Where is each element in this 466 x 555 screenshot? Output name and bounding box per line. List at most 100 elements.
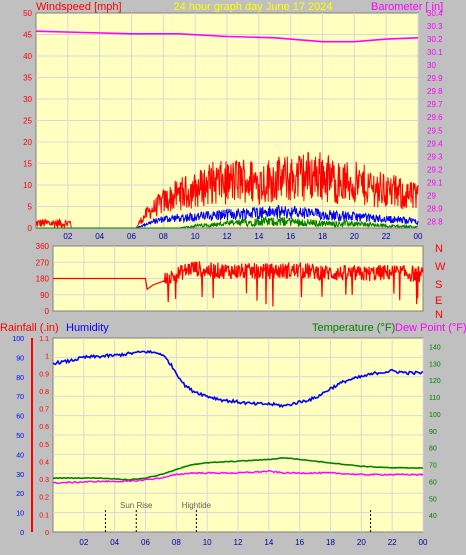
wind-x-tick: 02 bbox=[63, 232, 72, 241]
wind-y-tick: 20 bbox=[23, 138, 32, 147]
humidity-y-tick: 30 bbox=[16, 472, 24, 479]
humidity-y-tick: 50 bbox=[16, 433, 24, 440]
climate-x-tick: 04 bbox=[110, 538, 119, 547]
wind-x-tick: 12 bbox=[223, 232, 232, 241]
direction-y-tick: 360 bbox=[36, 242, 50, 251]
wind-x-tick: 18 bbox=[318, 232, 327, 241]
climate-x-tick: 02 bbox=[79, 538, 88, 547]
rain-y-tick: 0 bbox=[45, 530, 49, 537]
climate-x-tick: 20 bbox=[357, 538, 366, 547]
baro-y-tick: 30.4 bbox=[427, 9, 443, 18]
climate-x-tick: 16 bbox=[295, 538, 304, 547]
wind-x-tick: 06 bbox=[127, 232, 136, 241]
temp-y-tick: 90 bbox=[429, 429, 437, 436]
wind-dir-label-w: W bbox=[435, 261, 446, 273]
direction-y-tick: 90 bbox=[40, 291, 49, 300]
humidity-y-tick: 70 bbox=[16, 394, 24, 401]
temp-y-tick: 80 bbox=[429, 446, 437, 453]
wind-x-tick: 08 bbox=[159, 232, 168, 241]
humidity-y-tick: 80 bbox=[16, 375, 24, 382]
humidity-series bbox=[52, 349, 424, 409]
baro-y-tick: 30 bbox=[427, 61, 436, 70]
climate-x-tick: 10 bbox=[203, 538, 212, 547]
rain-y-tick: 0.3 bbox=[39, 477, 49, 484]
sunrise-label: Sun Rise bbox=[120, 501, 153, 510]
rain-y-tick: 0.9 bbox=[39, 371, 49, 378]
climate-x-tick: 14 bbox=[264, 538, 273, 547]
wind-dir-label-e: E bbox=[435, 295, 442, 307]
humidity-y-tick: 0 bbox=[20, 530, 24, 537]
temp-y-tick: 140 bbox=[429, 344, 441, 351]
humidity-y-tick: 90 bbox=[16, 355, 24, 362]
temperature-series bbox=[53, 456, 424, 481]
baro-y-tick: 29.8 bbox=[427, 87, 443, 96]
humidity-y-tick: 20 bbox=[16, 491, 24, 498]
wind-y-tick: 10 bbox=[23, 181, 32, 190]
rainfall-title: Rainfall (.in) bbox=[0, 322, 59, 334]
wind-y-tick: 35 bbox=[23, 74, 32, 83]
wind-x-tick: 16 bbox=[286, 232, 295, 241]
wind-y-tick: 0 bbox=[28, 224, 33, 233]
rain-y-tick: 1 bbox=[45, 354, 49, 361]
baro-y-tick: 29.4 bbox=[427, 139, 443, 148]
humidity-y-tick: 60 bbox=[16, 414, 24, 421]
temp-y-tick: 50 bbox=[429, 496, 437, 503]
baro-y-tick: 29.7 bbox=[427, 100, 443, 109]
humidity-y-tick: 40 bbox=[16, 452, 24, 459]
baro-y-tick: 29.5 bbox=[427, 126, 443, 135]
barometer-title: Barometer [ in] bbox=[371, 1, 443, 13]
baro-y-tick: 29.9 bbox=[427, 74, 443, 83]
baro-y-tick: 29.3 bbox=[427, 152, 443, 161]
wind-dir-label-n-bottom: N bbox=[435, 309, 443, 321]
rain-y-tick: 0.6 bbox=[39, 424, 49, 431]
wind-x-tick: 20 bbox=[350, 232, 359, 241]
hightide-label: Hightide bbox=[182, 501, 212, 510]
climate-x-tick: 00 bbox=[419, 538, 428, 547]
baro-y-tick: 29.1 bbox=[427, 178, 443, 187]
temp-y-tick: 40 bbox=[429, 513, 437, 520]
wind-y-tick: 40 bbox=[23, 52, 32, 61]
baro-y-tick: 28.9 bbox=[427, 204, 443, 213]
baro-y-tick: 29.6 bbox=[427, 113, 443, 122]
windspeed-title: Windspeed [mph] bbox=[36, 1, 122, 13]
wind-direction-plot: 0 90 180 270 360 bbox=[36, 242, 424, 316]
rain-y-tick: 0.7 bbox=[39, 407, 49, 414]
humidity-y-tick: 10 bbox=[16, 511, 24, 518]
wind-lull-series bbox=[36, 215, 419, 229]
wind-y-tick: 5 bbox=[28, 203, 33, 212]
climate-x-tick: 06 bbox=[141, 538, 150, 547]
wind-x-tick: 04 bbox=[95, 232, 104, 241]
temp-y-tick: 120 bbox=[429, 378, 441, 385]
temp-y-tick: 130 bbox=[429, 361, 441, 368]
wind-x-tick: 14 bbox=[254, 232, 263, 241]
climate-x-tick: 18 bbox=[326, 538, 335, 547]
direction-y-tick: 0 bbox=[45, 307, 50, 316]
rain-y-tick: 0.4 bbox=[39, 459, 49, 466]
rain-y-tick: 0.1 bbox=[39, 512, 49, 519]
dewpoint-title: Dew Point (°F) bbox=[395, 322, 466, 334]
rain-humidity-temp-plot: 010203040506070809010000.10.20.30.40.50.… bbox=[12, 336, 440, 547]
climate-x-tick: 08 bbox=[172, 538, 181, 547]
rain-y-tick: 0.2 bbox=[39, 495, 49, 502]
direction-y-tick: 180 bbox=[36, 275, 50, 284]
rain-y-tick: 1.1 bbox=[39, 336, 49, 343]
wind-direction-series bbox=[53, 261, 424, 307]
wind-dir-label-s: S bbox=[435, 279, 442, 291]
wind-y-tick: 30 bbox=[23, 95, 32, 104]
temp-y-tick: 110 bbox=[429, 395, 440, 402]
graph-title: 24 hour graph day June 17 2024 bbox=[173, 1, 332, 13]
temperature-title: Temperature (°F) bbox=[312, 322, 395, 334]
wind-y-tick: 25 bbox=[23, 117, 32, 126]
climate-x-tick: 12 bbox=[234, 538, 243, 547]
temp-y-tick: 100 bbox=[429, 412, 441, 419]
temp-y-tick: 60 bbox=[429, 479, 437, 486]
wind-y-tick: 15 bbox=[23, 160, 32, 169]
barometer-series bbox=[35, 30, 419, 43]
wind-barometer-plot: 0 5 10 15 20 25 30 35 40 45 50 28.8 28.9 29 29.1 29.2 29… bbox=[23, 9, 443, 241]
rain-y-tick: 0.5 bbox=[39, 442, 49, 449]
rain-y-tick: 0.8 bbox=[39, 389, 49, 396]
baro-y-tick: 28.8 bbox=[427, 217, 443, 226]
direction-y-tick: 270 bbox=[36, 258, 50, 267]
